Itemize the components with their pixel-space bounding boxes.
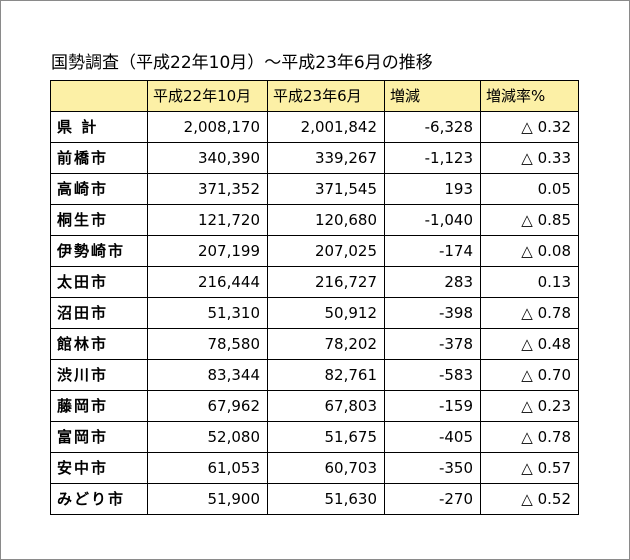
row-h22-value: 67,962 <box>147 390 268 422</box>
row-name: 藤岡市 <box>50 390 148 422</box>
row-h22-value: 371,352 <box>147 173 268 205</box>
row-change-value: -159 <box>384 390 481 422</box>
row-change-value: -270 <box>384 483 481 515</box>
table-row: 太田市 216,444 216,727 283 0.13 <box>50 266 579 298</box>
row-change-value: -174 <box>384 235 481 267</box>
header-corner-cell <box>50 80 148 112</box>
population-table: 平成22年10月 平成23年6月 増減 増減率% 県 計 2,008,170 2… <box>50 80 579 515</box>
row-change-value: -1,123 <box>384 142 481 174</box>
row-h23-value: 60,703 <box>267 452 385 484</box>
table-row: 沼田市 51,310 50,912 -398 △ 0.78 <box>50 297 579 329</box>
row-rate-value: △ 0.32 <box>480 111 579 143</box>
row-h23-value: 50,912 <box>267 297 385 329</box>
row-name: 桐生市 <box>50 204 148 236</box>
row-h22-value: 51,900 <box>147 483 268 515</box>
row-h23-value: 82,761 <box>267 359 385 391</box>
table-row: みどり市 51,900 51,630 -270 △ 0.52 <box>50 483 579 515</box>
row-h22-value: 78,580 <box>147 328 268 360</box>
row-h23-value: 51,675 <box>267 421 385 453</box>
row-h22-value: 340,390 <box>147 142 268 174</box>
row-h22-value: 2,008,170 <box>147 111 268 143</box>
row-name: 沼田市 <box>50 297 148 329</box>
table-row: 館林市 78,580 78,202 -378 △ 0.48 <box>50 328 579 360</box>
table-row: 伊勢崎市 207,199 207,025 -174 △ 0.08 <box>50 235 579 267</box>
row-change-value: -405 <box>384 421 481 453</box>
row-h23-value: 51,630 <box>267 483 385 515</box>
row-name: 館林市 <box>50 328 148 360</box>
row-h23-value: 207,025 <box>267 235 385 267</box>
row-change-value: 193 <box>384 173 481 205</box>
row-h23-value: 2,001,842 <box>267 111 385 143</box>
row-change-value: -583 <box>384 359 481 391</box>
row-rate-value: 0.13 <box>480 266 579 298</box>
header-row: 平成22年10月 平成23年6月 増減 増減率% <box>50 80 579 112</box>
row-name: みどり市 <box>50 483 148 515</box>
row-rate-value: △ 0.48 <box>480 328 579 360</box>
row-name: 安中市 <box>50 452 148 484</box>
table-row: 安中市 61,053 60,703 -350 △ 0.57 <box>50 452 579 484</box>
table-header: 平成22年10月 平成23年6月 増減 増減率% <box>50 80 579 112</box>
table-row: 県 計 2,008,170 2,001,842 -6,328 △ 0.32 <box>50 111 579 143</box>
row-rate-value: △ 0.08 <box>480 235 579 267</box>
row-rate-value: △ 0.33 <box>480 142 579 174</box>
row-h22-value: 207,199 <box>147 235 268 267</box>
row-rate-value: △ 0.23 <box>480 390 579 422</box>
row-rate-value: △ 0.70 <box>480 359 579 391</box>
table-row: 渋川市 83,344 82,761 -583 △ 0.70 <box>50 359 579 391</box>
row-h22-value: 121,720 <box>147 204 268 236</box>
row-name: 太田市 <box>50 266 148 298</box>
row-h22-value: 61,053 <box>147 452 268 484</box>
row-change-value: -378 <box>384 328 481 360</box>
table-row: 高崎市 371,352 371,545 193 0.05 <box>50 173 579 205</box>
row-h23-value: 67,803 <box>267 390 385 422</box>
row-change-value: -350 <box>384 452 481 484</box>
row-change-value: 283 <box>384 266 481 298</box>
row-change-value: -398 <box>384 297 481 329</box>
header-h23-jun: 平成23年6月 <box>267 80 385 112</box>
row-rate-value: △ 0.78 <box>480 421 579 453</box>
table-row: 桐生市 121,720 120,680 -1,040 △ 0.85 <box>50 204 579 236</box>
row-h23-value: 216,727 <box>267 266 385 298</box>
header-change: 増減 <box>384 80 481 112</box>
table-title: 国勢調査（平成22年10月）～平成23年6月の推移 <box>51 53 433 73</box>
header-change-rate: 増減率% <box>480 80 579 112</box>
row-name: 富岡市 <box>50 421 148 453</box>
table-row: 前橋市 340,390 339,267 -1,123 △ 0.33 <box>50 142 579 174</box>
row-rate-value: △ 0.78 <box>480 297 579 329</box>
row-change-value: -6,328 <box>384 111 481 143</box>
row-name: 伊勢崎市 <box>50 235 148 267</box>
row-rate-value: △ 0.57 <box>480 452 579 484</box>
row-h23-value: 339,267 <box>267 142 385 174</box>
row-h23-value: 120,680 <box>267 204 385 236</box>
row-change-value: -1,040 <box>384 204 481 236</box>
row-h22-value: 216,444 <box>147 266 268 298</box>
row-rate-value: △ 0.85 <box>480 204 579 236</box>
header-h22-oct: 平成22年10月 <box>147 80 268 112</box>
row-name: 前橋市 <box>50 142 148 174</box>
row-h22-value: 51,310 <box>147 297 268 329</box>
row-h23-value: 78,202 <box>267 328 385 360</box>
row-rate-value: △ 0.52 <box>480 483 579 515</box>
row-h22-value: 52,080 <box>147 421 268 453</box>
table-body: 県 計 2,008,170 2,001,842 -6,328 △ 0.32 前橋… <box>50 111 579 515</box>
row-rate-value: 0.05 <box>480 173 579 205</box>
row-name: 高崎市 <box>50 173 148 205</box>
row-h23-value: 371,545 <box>267 173 385 205</box>
table-row: 藤岡市 67,962 67,803 -159 △ 0.23 <box>50 390 579 422</box>
row-name: 県 計 <box>50 111 148 143</box>
row-name: 渋川市 <box>50 359 148 391</box>
row-h22-value: 83,344 <box>147 359 268 391</box>
table-row: 富岡市 52,080 51,675 -405 △ 0.78 <box>50 421 579 453</box>
